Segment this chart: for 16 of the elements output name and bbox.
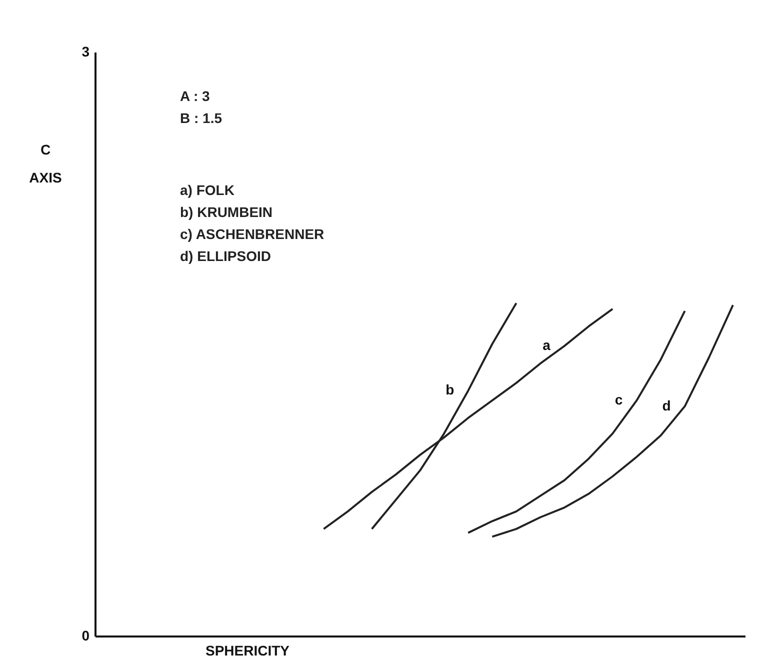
annotation: d) ELLIPSOID <box>180 248 271 264</box>
annotation: B : 1.5 <box>180 110 222 126</box>
line-series <box>467 310 686 534</box>
annotation: A : 3 <box>180 88 210 104</box>
x-axis-title: SPHERICITY <box>206 642 290 658</box>
y-tick-label: 0 <box>82 628 90 644</box>
annotation: c) ASCHENBRENNER <box>180 226 324 242</box>
series-label: a <box>542 336 551 353</box>
y-tick-label: 3 <box>82 44 90 60</box>
y-axis-title: C AXIS <box>29 142 62 186</box>
series-label: b <box>446 382 454 398</box>
series-label: d <box>662 397 671 414</box>
annotation: a) FOLK <box>180 182 234 198</box>
series-label: c <box>614 391 623 408</box>
line-series <box>491 304 734 538</box>
annotation: b) KRUMBEIN <box>180 204 273 220</box>
